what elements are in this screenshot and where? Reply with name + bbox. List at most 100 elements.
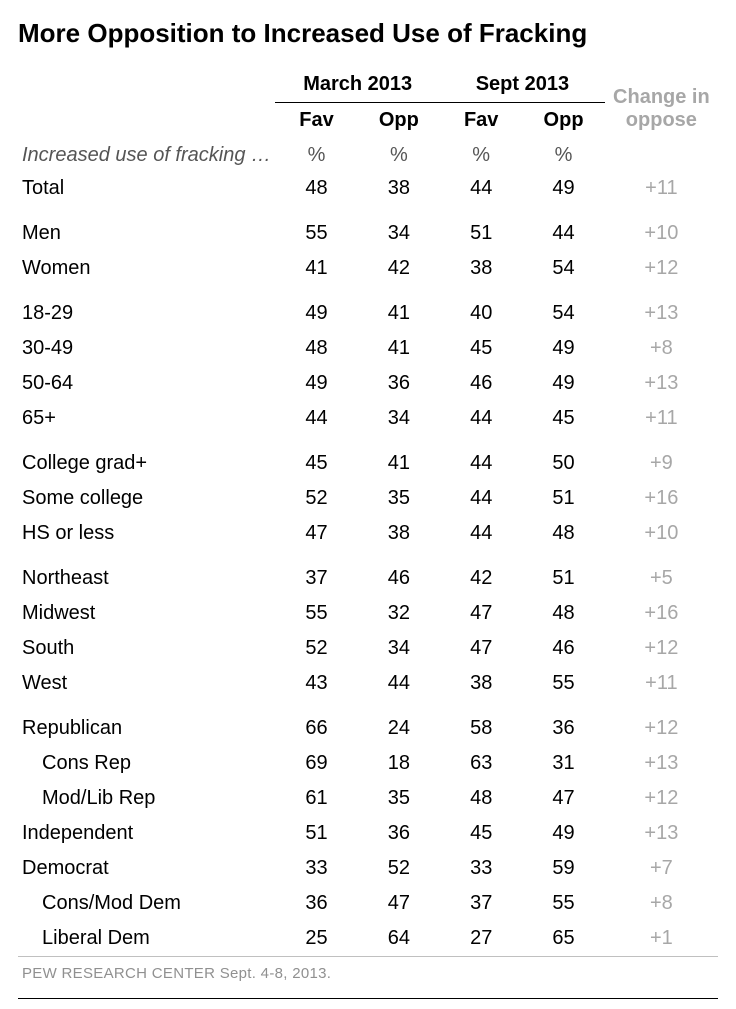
fav2-cell: 45	[440, 816, 522, 851]
opp2-cell: 55	[522, 886, 604, 921]
row-label: 50-64	[18, 366, 275, 401]
change-cell: +8	[605, 886, 718, 921]
opp1-cell: 44	[358, 666, 440, 701]
change-cell: +11	[605, 171, 718, 206]
opp2-cell: 31	[522, 746, 604, 781]
stub-lead: Increased use of fracking …	[18, 138, 275, 171]
footer-row: PEW RESEARCH CENTER Sept. 4-8, 2013.	[18, 957, 718, 989]
table-row: Cons Rep69186331+13	[18, 746, 718, 781]
opp1-cell: 41	[358, 331, 440, 366]
opp2-cell: 65	[522, 921, 604, 957]
opp1-cell: 38	[358, 171, 440, 206]
fav1-cell: 48	[275, 331, 357, 366]
fav2-cell: 27	[440, 921, 522, 957]
fav1-cell: 47	[275, 516, 357, 551]
fav2-header: Fav	[440, 103, 522, 139]
pct-label: %	[522, 138, 604, 171]
change-cell: +11	[605, 666, 718, 701]
table-row: Men55345144+10	[18, 206, 718, 251]
row-label: HS or less	[18, 516, 275, 551]
opp2-cell: 51	[522, 551, 604, 596]
fav1-cell: 43	[275, 666, 357, 701]
fav2-cell: 44	[440, 436, 522, 481]
fav2-cell: 44	[440, 481, 522, 516]
opp2-cell: 46	[522, 631, 604, 666]
opp2-cell: 55	[522, 666, 604, 701]
change-cell: +8	[605, 331, 718, 366]
pct-label: %	[358, 138, 440, 171]
table-row: Democrat33523359+7	[18, 851, 718, 886]
fav2-cell: 38	[440, 251, 522, 286]
opp1-cell: 24	[358, 701, 440, 746]
row-label: Republican	[18, 701, 275, 746]
opp1-cell: 35	[358, 781, 440, 816]
fav2-cell: 47	[440, 631, 522, 666]
table-row: Total48384449+11	[18, 171, 718, 206]
fav1-cell: 52	[275, 631, 357, 666]
table-row: Mod/Lib Rep61354847+12	[18, 781, 718, 816]
change-cell: +11	[605, 401, 718, 436]
table-row: 50-6449364649+13	[18, 366, 718, 401]
opp1-cell: 36	[358, 816, 440, 851]
row-label: 30-49	[18, 331, 275, 366]
table-row: 30-4948414549+8	[18, 331, 718, 366]
row-label: Cons/Mod Dem	[18, 886, 275, 921]
opp2-header: Opp	[522, 103, 604, 139]
table-row: Women41423854+12	[18, 251, 718, 286]
fav1-cell: 33	[275, 851, 357, 886]
table-row: South52344746+12	[18, 631, 718, 666]
change-cell: +16	[605, 596, 718, 631]
page-title: More Opposition to Increased Use of Frac…	[18, 18, 718, 49]
fav2-cell: 63	[440, 746, 522, 781]
fav2-cell: 48	[440, 781, 522, 816]
opp2-cell: 45	[522, 401, 604, 436]
fav1-cell: 69	[275, 746, 357, 781]
fav1-cell: 49	[275, 366, 357, 401]
opp1-cell: 34	[358, 401, 440, 436]
fav2-cell: 51	[440, 206, 522, 251]
fav1-cell: 61	[275, 781, 357, 816]
fav2-cell: 44	[440, 516, 522, 551]
change-cell: +10	[605, 516, 718, 551]
opp2-cell: 47	[522, 781, 604, 816]
fav2-cell: 38	[440, 666, 522, 701]
source-footer: PEW RESEARCH CENTER Sept. 4-8, 2013.	[18, 957, 718, 989]
fav2-cell: 44	[440, 401, 522, 436]
change-cell: +13	[605, 366, 718, 401]
opp2-cell: 48	[522, 516, 604, 551]
table-row: HS or less47384448+10	[18, 516, 718, 551]
change-cell: +12	[605, 781, 718, 816]
table-row: 18-2949414054+13	[18, 286, 718, 331]
opp2-cell: 54	[522, 251, 604, 286]
header-row-periods: March 2013 Sept 2013 Change in oppose	[18, 67, 718, 103]
fav1-cell: 55	[275, 206, 357, 251]
opp1-cell: 42	[358, 251, 440, 286]
opp2-cell: 48	[522, 596, 604, 631]
pct-label: %	[440, 138, 522, 171]
fav2-cell: 45	[440, 331, 522, 366]
row-label: Liberal Dem	[18, 921, 275, 957]
row-label: College grad+	[18, 436, 275, 481]
fav2-cell: 37	[440, 886, 522, 921]
opp1-cell: 47	[358, 886, 440, 921]
change-cell: +12	[605, 631, 718, 666]
row-label: Men	[18, 206, 275, 251]
opp2-cell: 59	[522, 851, 604, 886]
fav1-cell: 44	[275, 401, 357, 436]
row-label: Northeast	[18, 551, 275, 596]
pct-label: %	[275, 138, 357, 171]
row-label: Midwest	[18, 596, 275, 631]
opp2-cell: 50	[522, 436, 604, 481]
opp1-cell: 34	[358, 206, 440, 251]
table-container: More Opposition to Increased Use of Frac…	[0, 0, 736, 1009]
period1-header: March 2013	[275, 67, 440, 103]
opp1-cell: 35	[358, 481, 440, 516]
fav1-header: Fav	[275, 103, 357, 139]
change-cell: +13	[605, 746, 718, 781]
opp2-cell: 49	[522, 171, 604, 206]
change-cell: +13	[605, 816, 718, 851]
table-row: West43443855+11	[18, 666, 718, 701]
opp1-cell: 36	[358, 366, 440, 401]
row-label: West	[18, 666, 275, 701]
opp2-cell: 51	[522, 481, 604, 516]
